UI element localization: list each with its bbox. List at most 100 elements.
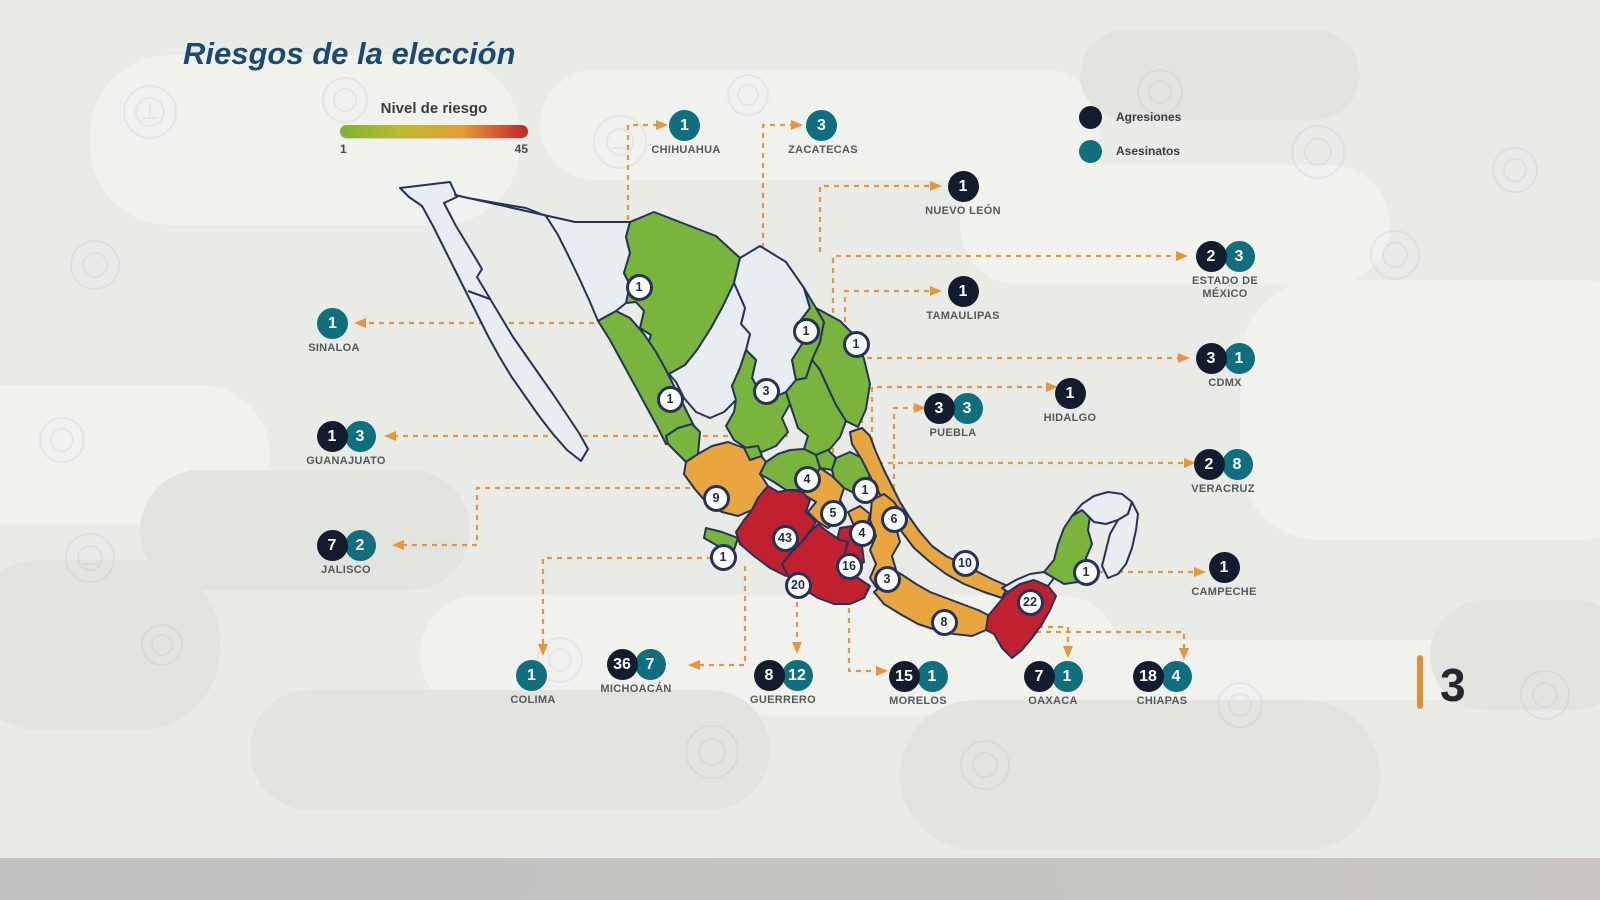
asesinatos-count: 7 bbox=[634, 648, 666, 680]
risk-marker: 3 bbox=[752, 377, 780, 405]
risk-marker: 10 bbox=[951, 549, 979, 577]
risk-marker: 1 bbox=[851, 476, 879, 504]
state-badge-morelos: 15 1 MORELOS bbox=[858, 660, 978, 708]
state-badge-label: ESTADO DE MÉXICO bbox=[1191, 275, 1259, 301]
risk-marker: 1 bbox=[709, 543, 737, 571]
risk-legend-label: Nivel de riesgo bbox=[380, 100, 488, 117]
state-badge-oaxaca: 7 1 OAXACA bbox=[993, 660, 1113, 708]
asesinatos-count: 2 bbox=[344, 529, 376, 561]
state-badge-campeche: 1 CAMPECHE bbox=[1164, 551, 1284, 599]
asesinatos-count: 3 bbox=[1223, 240, 1255, 272]
state-badge-label: MORELOS bbox=[889, 695, 947, 707]
risk-marker: 1 bbox=[656, 385, 684, 413]
state-badge-label: CDMX bbox=[1208, 377, 1242, 389]
state-badge-michoacan: 36 7 MICHOACÁN bbox=[576, 648, 696, 696]
state-badge-chihuahua: 1 CHIHUAHUA bbox=[626, 109, 746, 157]
state-badge-label: OAXACA bbox=[1028, 695, 1078, 707]
state-san-luis-potosi bbox=[785, 359, 847, 456]
risk-legend-max: 45 bbox=[514, 142, 528, 156]
state-badge-chiapas: 18 4 CHIAPAS bbox=[1102, 660, 1222, 708]
state-badge-label: CHIHUAHUA bbox=[651, 144, 721, 156]
state-badge-puebla: 3 3 PUEBLA bbox=[893, 392, 1013, 440]
risk-marker: 22 bbox=[1016, 588, 1044, 616]
background-blob bbox=[0, 560, 220, 730]
page-number-block: 3 bbox=[1417, 655, 1466, 715]
state-border-bc-bcs bbox=[467, 290, 491, 300]
state-quintana-roo bbox=[1101, 501, 1139, 579]
state-oaxaca bbox=[873, 569, 991, 637]
page-accent-bar bbox=[1417, 655, 1423, 709]
state-badge-label: CHIAPAS bbox=[1136, 695, 1188, 707]
state-badge-hidalgo: 1 HIDALGO bbox=[1010, 377, 1130, 425]
risk-marker: 1 bbox=[1072, 558, 1100, 586]
state-badge-sinaloa: 1 SINALOA bbox=[274, 307, 394, 355]
agresiones-count: 3 bbox=[1195, 342, 1227, 374]
state-badge-colima: 1 COLIMA bbox=[473, 659, 593, 707]
state-badge-label: NUEVO LEÓN bbox=[925, 205, 1001, 217]
agresiones-count: 7 bbox=[1023, 660, 1055, 692]
risk-marker: 4 bbox=[793, 465, 821, 493]
agresiones-count: 7 bbox=[316, 529, 348, 561]
legend-row-agresiones: Agresiones bbox=[1079, 104, 1181, 130]
state-badge-nuevo-leon: 1 NUEVO LEÓN bbox=[903, 170, 1023, 218]
state-badge-label: SINALOA bbox=[308, 342, 360, 354]
agresiones-dot-icon bbox=[1079, 105, 1102, 129]
agresiones-count: 1 bbox=[1054, 377, 1086, 409]
risk-marker: 43 bbox=[771, 524, 799, 552]
asesinatos-count: 1 bbox=[317, 307, 348, 339]
legend-row-asesinatos: Asesinatos bbox=[1079, 138, 1181, 164]
state-badge-cdmx: 3 1 CDMX bbox=[1165, 342, 1285, 390]
risk-marker: 1 bbox=[625, 273, 653, 301]
agresiones-count: 18 bbox=[1132, 660, 1164, 692]
state-badge-label: HIDALGO bbox=[1043, 412, 1097, 424]
agresiones-count: 1 bbox=[1208, 551, 1240, 583]
state-badge-label: CAMPECHE bbox=[1191, 586, 1257, 598]
state-badge-guerrero: 8 12 GUERRERO bbox=[723, 659, 843, 707]
risk-marker: 4 bbox=[848, 519, 876, 547]
page-number: 3 bbox=[1440, 659, 1466, 711]
asesinatos-count: 3 bbox=[344, 420, 376, 452]
agresiones-count: 1 bbox=[947, 275, 979, 307]
asesinatos-count: 12 bbox=[781, 659, 813, 691]
risk-level-legend: Nivel de riesgo 1 45 bbox=[340, 100, 528, 156]
agresiones-count: 3 bbox=[923, 392, 955, 424]
state-badge-label: COLIMA bbox=[510, 694, 556, 706]
background-blob bbox=[1430, 600, 1600, 710]
asesinatos-count: 1 bbox=[1223, 342, 1255, 374]
agresiones-count: 1 bbox=[947, 170, 979, 202]
asesinatos-count: 3 bbox=[951, 392, 983, 424]
state-badge-label: JALISCO bbox=[321, 564, 371, 576]
state-badge-estado-de-mexico: 2 3 ESTADO DE MÉXICO bbox=[1165, 240, 1285, 301]
state-baja-california bbox=[399, 181, 589, 462]
asesinatos-count: 4 bbox=[1160, 660, 1192, 692]
asesinatos-count: 8 bbox=[1221, 448, 1253, 480]
agresiones-count: 2 bbox=[1193, 448, 1225, 480]
state-badge-guanajuato: 1 3 GUANAJUATO bbox=[286, 420, 406, 468]
state-badge-label: GUANAJUATO bbox=[306, 455, 386, 467]
agresiones-count: 1 bbox=[316, 420, 348, 452]
agresiones-count: 8 bbox=[753, 659, 785, 691]
connector-lines bbox=[354, 120, 1206, 676]
marker-legend: Agresiones Asesinatos bbox=[1079, 104, 1181, 172]
page-title: Riesgos de la elección bbox=[183, 36, 516, 71]
risk-marker: 9 bbox=[702, 484, 730, 512]
state-badge-label: GUERRERO bbox=[750, 694, 816, 706]
state-tabasco bbox=[1001, 571, 1055, 593]
asesinatos-count: 1 bbox=[516, 659, 547, 691]
risk-marker: 8 bbox=[930, 608, 958, 636]
risk-marker: 16 bbox=[835, 552, 863, 580]
background-blob bbox=[900, 700, 1380, 850]
state-badge-label: VERACRUZ bbox=[1191, 483, 1255, 495]
state-aguascalientes bbox=[743, 445, 763, 461]
risk-marker: 6 bbox=[880, 505, 908, 533]
state-badge-jalisco: 7 2 JALISCO bbox=[286, 529, 406, 577]
state-badge-label: TAMAULIPAS bbox=[926, 310, 1000, 322]
state-badge-veracruz: 2 8 VERACRUZ bbox=[1163, 448, 1283, 496]
state-badge-tamaulipas: 1 TAMAULIPAS bbox=[903, 275, 1023, 323]
asesinatos-label: Asesinatos bbox=[1116, 144, 1181, 158]
asesinatos-count: 3 bbox=[806, 109, 837, 141]
agresiones-count: 36 bbox=[606, 648, 638, 680]
agresiones-label: Agresiones bbox=[1116, 110, 1182, 124]
